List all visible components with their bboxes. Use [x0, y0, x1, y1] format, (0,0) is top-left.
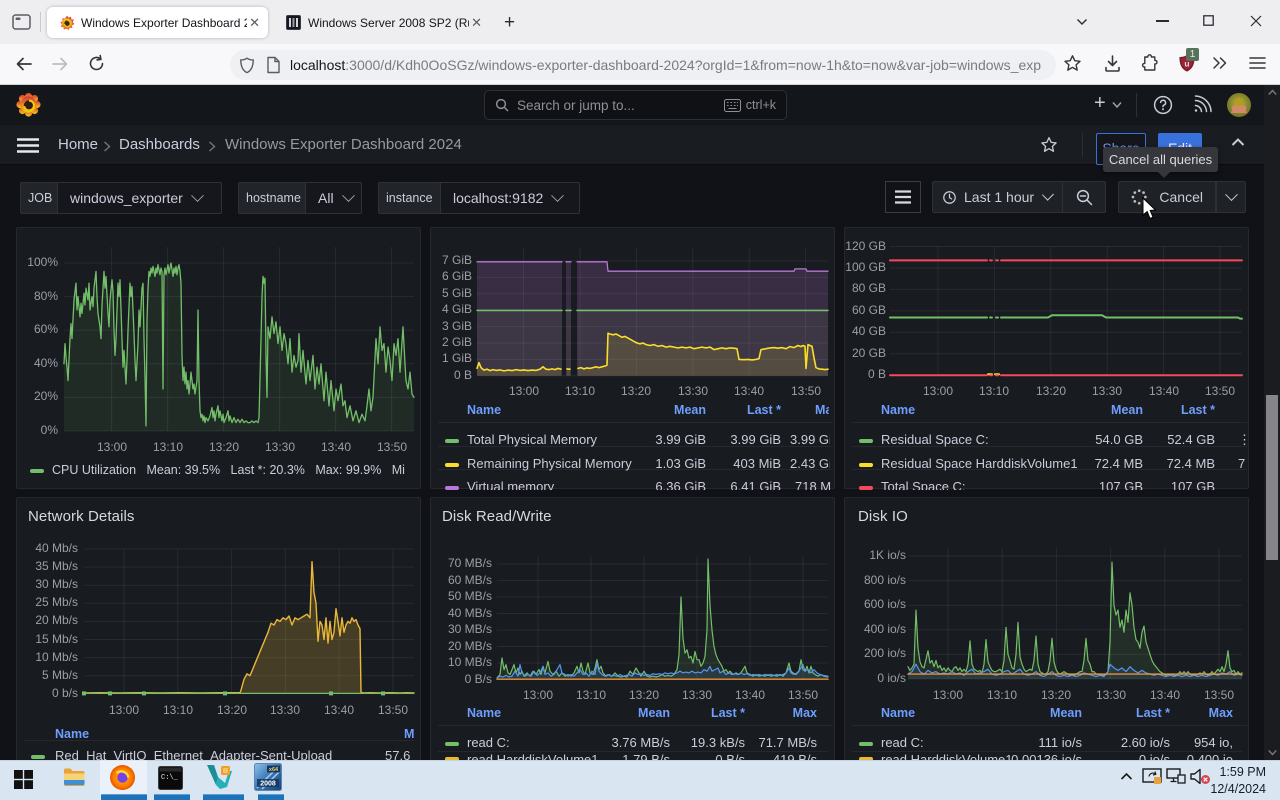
- svg-text:C:\_: C:\_: [161, 774, 179, 782]
- svg-text:u: u: [1184, 59, 1189, 69]
- svg-text:x64: x64: [269, 767, 279, 773]
- svg-text:2008: 2008: [260, 781, 276, 788]
